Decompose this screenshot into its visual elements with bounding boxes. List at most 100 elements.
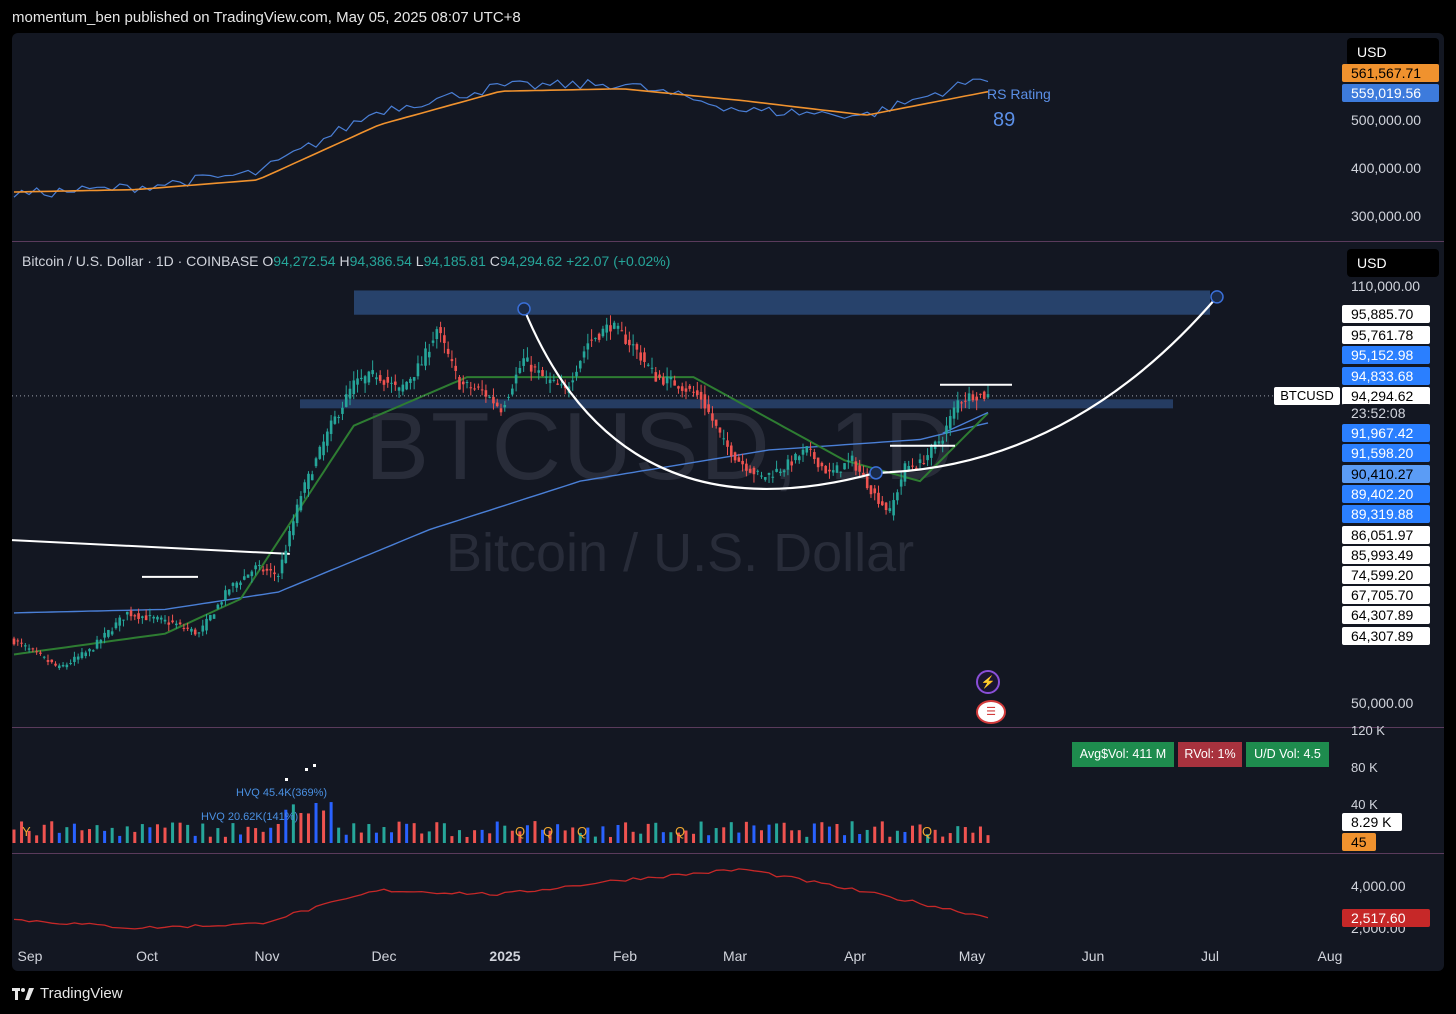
candle-body (76, 656, 80, 660)
up-down-volume-badge: U/D Vol: 4.5 (1246, 742, 1329, 767)
candle-body (258, 564, 261, 567)
candle-body (465, 382, 469, 384)
volume-bar (654, 822, 658, 843)
candle-body (269, 569, 273, 571)
volume-bar (359, 832, 363, 843)
candle-body (337, 417, 340, 419)
candle-body (480, 389, 484, 391)
lightning-event-icon[interactable]: ⚡ (976, 670, 1000, 694)
volume-bar (276, 823, 280, 843)
volume-bar (133, 831, 137, 843)
volume-bar (737, 832, 741, 843)
candle-body (635, 344, 639, 350)
cup-pattern-curve (522, 296, 1218, 491)
volume-bar (759, 830, 763, 843)
time-axis-label: May (958, 948, 986, 964)
candle-body (752, 467, 756, 475)
close-label: C (489, 253, 500, 269)
candle-body (288, 531, 291, 547)
volume-bar (707, 835, 711, 843)
candle-body (24, 645, 27, 647)
candle-body (578, 360, 582, 369)
volume-bar (57, 832, 61, 843)
tradingview-wordmark: TradingView (40, 985, 123, 1002)
candle-body (303, 482, 306, 493)
candle-body (873, 488, 877, 494)
candle-body (84, 652, 88, 657)
candle-body (684, 388, 688, 392)
volume-bar (306, 813, 310, 843)
rs-axis-label: 400,000.00 (1351, 160, 1422, 176)
earnings-marker[interactable]: Q (675, 824, 686, 839)
earnings-marker[interactable]: Q (543, 824, 554, 839)
volume-bar (442, 823, 446, 843)
volume-bar (50, 821, 54, 843)
candle-body (801, 449, 805, 455)
candle-body (292, 521, 295, 536)
candle-body (903, 463, 907, 482)
candle-body (975, 396, 978, 401)
volume-axis-label: 120 K (1351, 723, 1385, 738)
symbol-legend[interactable]: Bitcoin / U.S. Dollar · 1D · COINBASE O9… (22, 253, 670, 269)
price-level-tag: 90,410.27 (1342, 465, 1430, 483)
volume-bar (918, 824, 922, 843)
candle-body (628, 339, 631, 346)
candle-body (620, 330, 624, 332)
time-axis-label: Sep (17, 948, 43, 964)
tradingview-logo[interactable]: TradingView (12, 985, 123, 1002)
volume-bar (669, 832, 673, 843)
candle-body (658, 374, 661, 378)
candle-body (73, 656, 76, 663)
volume-bar (571, 827, 575, 843)
candle-body (843, 463, 846, 470)
candle-body (726, 440, 729, 447)
candle-body (537, 370, 541, 373)
volume-bar (314, 803, 318, 843)
candle-body (518, 367, 522, 373)
pane-divider-rs[interactable] (12, 241, 1444, 242)
candle-body (148, 615, 152, 617)
candle-body (696, 390, 699, 396)
candle-body (424, 348, 427, 366)
candle-body (356, 378, 359, 385)
indicator-value-tag: 2,517.60 (1342, 909, 1430, 927)
us-flag-event-icon[interactable]: ☰ (976, 700, 1006, 724)
candle-body (242, 576, 246, 580)
pane-divider-volume[interactable] (12, 727, 1444, 728)
earnings-marker[interactable]: Q (515, 824, 526, 839)
candle-body (575, 371, 578, 377)
volume-bar (910, 825, 914, 843)
volume-bar (903, 831, 907, 843)
volume-bar (12, 829, 16, 843)
candle-body (35, 651, 38, 653)
volume-bar (450, 836, 454, 843)
earnings-marker[interactable]: Q (922, 824, 933, 839)
candle-body (741, 460, 744, 465)
candle-body (533, 366, 537, 368)
candle-body (488, 397, 491, 399)
earnings-marker[interactable]: Y (22, 824, 31, 839)
candle-body (371, 370, 374, 375)
candle-body (409, 378, 412, 384)
time-axis-label: Nov (254, 948, 280, 964)
currency-selector-main[interactable]: USD (1347, 249, 1439, 277)
candle-body (80, 652, 84, 658)
currency-selector-top[interactable]: USD (1347, 38, 1439, 66)
volume-bar (639, 833, 643, 843)
volume-bar (971, 832, 975, 843)
candle-body (763, 477, 767, 480)
volume-bar (888, 836, 892, 843)
earnings-marker[interactable]: Q (577, 824, 588, 839)
volume-bar (20, 821, 24, 843)
time-axis-label: Dec (371, 948, 397, 964)
candle-body (201, 625, 205, 632)
candle-body (862, 472, 865, 476)
candle-body (643, 352, 646, 362)
pane-divider-indicator[interactable] (12, 853, 1444, 854)
volume-bar (722, 827, 726, 843)
candle-body (733, 452, 737, 461)
indicator-line (13, 868, 989, 930)
candle-body (760, 475, 763, 477)
rs-axis-label: 300,000.00 (1351, 208, 1422, 224)
